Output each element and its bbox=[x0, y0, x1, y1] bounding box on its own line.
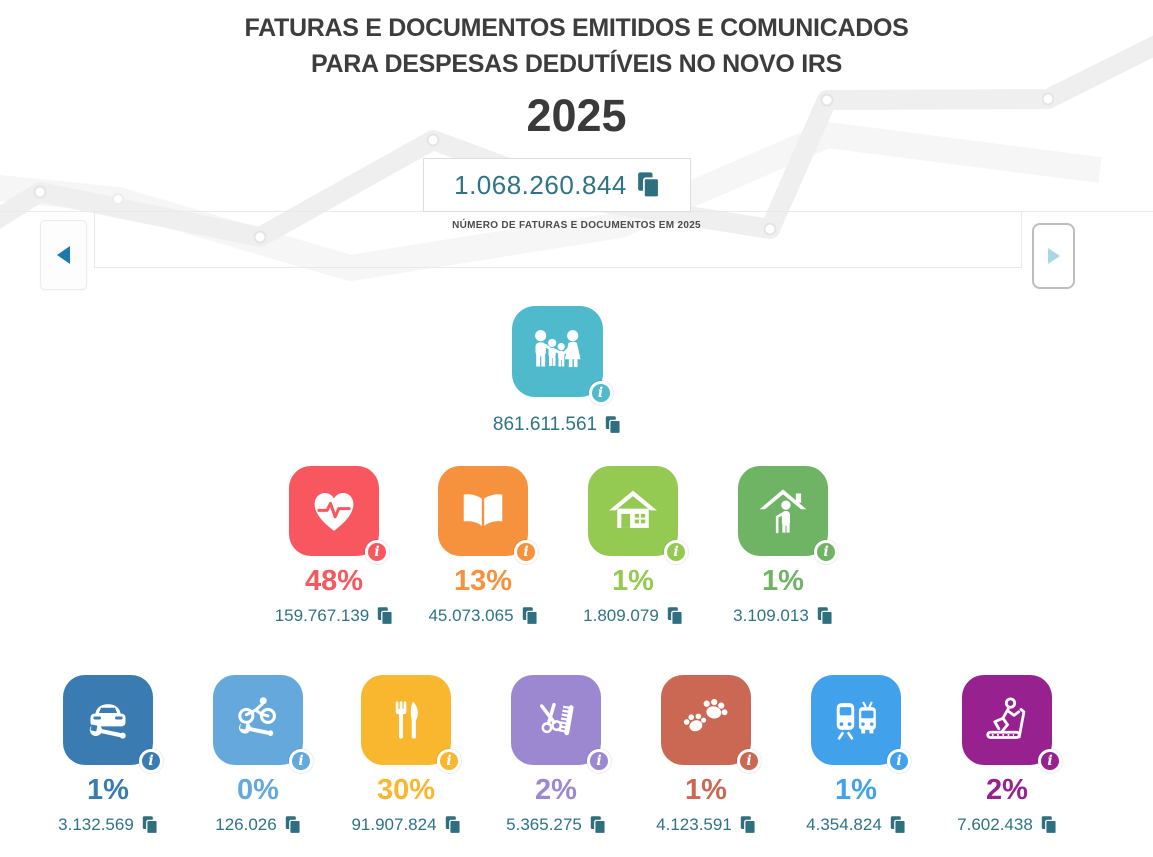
category-value: 5.365.275 bbox=[481, 815, 631, 835]
category-public-transport: i 1% 4.354.824 bbox=[781, 675, 931, 835]
category-percent: 30% bbox=[376, 774, 436, 806]
carousel-prev-button[interactable] bbox=[40, 220, 87, 290]
family-icon: i bbox=[511, 306, 613, 405]
hairdresser-icon: i bbox=[511, 675, 611, 773]
documents-icon bbox=[667, 607, 683, 626]
category-veterinary: i 1% 4.123.591 bbox=[631, 675, 781, 835]
info-icon[interactable]: i bbox=[1038, 749, 1062, 773]
category-percent: 2% bbox=[535, 774, 577, 806]
category-value: 7.602.438 bbox=[932, 815, 1082, 835]
page-title-line1: FATURAS E DOCUMENTOS EMITIDOS E COMUNICA… bbox=[244, 14, 909, 42]
info-icon[interactable]: i bbox=[365, 540, 389, 564]
category-percent: 1% bbox=[762, 565, 804, 597]
info-icon[interactable]: i bbox=[887, 749, 911, 773]
documents-icon bbox=[522, 607, 538, 626]
category-value: 91.907.824 bbox=[331, 815, 481, 835]
category-motorcycle-repair: i 0% 126.026 bbox=[183, 675, 333, 835]
education-icon: i bbox=[438, 466, 538, 564]
documents-icon bbox=[890, 816, 906, 835]
documents-icon bbox=[590, 816, 606, 835]
gym-icon: i bbox=[962, 675, 1062, 773]
motorcycle-repair-icon: i bbox=[213, 675, 313, 773]
nursing-home-icon: i bbox=[738, 466, 838, 564]
documents-icon bbox=[740, 816, 756, 835]
documents-icon bbox=[142, 816, 158, 835]
info-icon[interactable]: i bbox=[514, 540, 538, 564]
category-value: 3.132.569 bbox=[33, 815, 183, 835]
year-label: 2025 bbox=[526, 90, 627, 141]
category-value: 4.354.824 bbox=[781, 815, 931, 835]
housing-icon: i bbox=[588, 466, 688, 564]
car-repair-icon: i bbox=[63, 675, 163, 773]
category-percent: 1% bbox=[612, 565, 654, 597]
info-icon[interactable]: i bbox=[664, 540, 688, 564]
category-value: 126.026 bbox=[183, 815, 333, 835]
documents-icon bbox=[638, 172, 660, 199]
category-percent: 1% bbox=[835, 774, 877, 806]
category-education: i 13% 45.073.065 bbox=[408, 466, 558, 626]
category-car-repair: i 1% 3.132.569 bbox=[33, 675, 183, 835]
category-gym: i 2% 7.602.438 bbox=[932, 675, 1082, 835]
category-percent: 13% bbox=[453, 565, 513, 597]
category-housing: i 1% 1.809.079 bbox=[558, 466, 708, 626]
category-percent: 1% bbox=[685, 774, 727, 806]
veterinary-icon: i bbox=[661, 675, 761, 773]
category-percent: 2% bbox=[986, 774, 1028, 806]
category-percent: 0% bbox=[237, 774, 279, 806]
documents-icon bbox=[378, 607, 394, 626]
documents-icon bbox=[605, 416, 621, 435]
documents-icon bbox=[817, 607, 833, 626]
info-icon[interactable]: i bbox=[737, 749, 761, 773]
category-percent: 48% bbox=[304, 565, 364, 597]
category-value: 45.073.065 bbox=[408, 606, 558, 626]
category-value: 159.767.139 bbox=[259, 606, 409, 626]
restaurant-icon: i bbox=[361, 675, 461, 773]
info-icon[interactable]: i bbox=[587, 749, 611, 773]
category-nursing-home: i 1% 3.109.013 bbox=[708, 466, 858, 626]
total-counter-box: 1.068.260.844 bbox=[423, 158, 691, 212]
public-transport-icon: i bbox=[811, 675, 911, 773]
category-family: i 861.611.561 bbox=[482, 306, 632, 435]
category-value: 4.123.591 bbox=[631, 815, 781, 835]
carousel-next-button[interactable] bbox=[1032, 223, 1075, 289]
counter-value: 1.068.260.844 bbox=[454, 169, 627, 200]
info-icon[interactable]: i bbox=[814, 540, 838, 564]
category-value: 3.109.013 bbox=[708, 606, 858, 626]
page-title-line2: PARA DESPESAS DEDUTÍVEIS NO NOVO IRS bbox=[311, 50, 842, 78]
documents-icon bbox=[285, 816, 301, 835]
chevron-left-icon bbox=[57, 246, 70, 264]
category-percent: 1% bbox=[87, 774, 129, 806]
category-restaurant: i 30% 91.907.824 bbox=[331, 675, 481, 835]
category-hairdresser: i 2% 5.365.275 bbox=[481, 675, 631, 835]
category-value: 1.809.079 bbox=[558, 606, 708, 626]
category-value: 861.611.561 bbox=[482, 415, 632, 435]
info-icon[interactable]: i bbox=[139, 749, 163, 773]
info-icon[interactable]: i bbox=[437, 749, 461, 773]
health-icon: i bbox=[289, 466, 389, 564]
info-icon[interactable]: i bbox=[289, 749, 313, 773]
counter-caption: NÚMERO DE FATURAS E DOCUMENTOS EM 2025 bbox=[452, 220, 701, 231]
info-icon[interactable]: i bbox=[588, 381, 613, 405]
category-health: i 48% 159.767.139 bbox=[259, 466, 409, 626]
documents-icon bbox=[1041, 816, 1057, 835]
documents-icon bbox=[445, 816, 461, 835]
chevron-right-icon bbox=[1047, 248, 1060, 264]
